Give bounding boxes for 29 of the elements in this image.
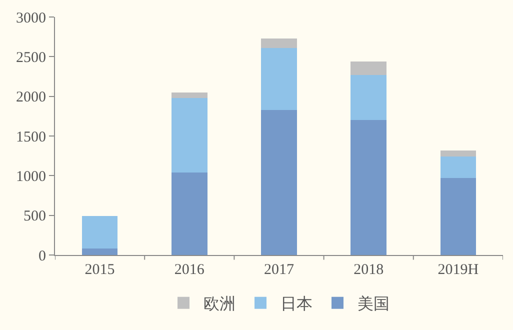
y-tick-label: 3000	[16, 10, 46, 26]
y-tick-label: 1000	[16, 168, 46, 185]
y-tick-label: 2000	[16, 90, 46, 106]
y-tick-label: 2500	[16, 50, 46, 66]
bar	[350, 61, 387, 75]
legend-label: 美国	[358, 295, 390, 314]
bar	[261, 110, 297, 255]
bar	[440, 178, 476, 255]
bar	[440, 150, 476, 157]
bar	[261, 38, 297, 48]
legend-label: 日本	[280, 295, 312, 314]
bar	[171, 98, 208, 172]
bar	[350, 120, 387, 255]
bar	[261, 48, 297, 110]
bar	[440, 156, 476, 178]
bar	[171, 92, 208, 98]
y-tick-label: 0	[38, 248, 46, 264]
bar	[350, 74, 387, 120]
x-tick-label: 2016	[174, 262, 205, 278]
legend-label: 欧洲	[204, 295, 236, 314]
y-tick-label: 500	[24, 208, 46, 225]
bar	[82, 248, 118, 255]
x-tick-label: 2018	[354, 262, 384, 278]
bar	[82, 216, 118, 249]
x-tick-label: 2015	[84, 262, 115, 278]
y-tick-label: 1500	[16, 129, 46, 146]
x-tick-label: 2017	[264, 262, 294, 278]
x-tick-label: 2019H	[438, 262, 479, 278]
bar	[171, 172, 208, 255]
